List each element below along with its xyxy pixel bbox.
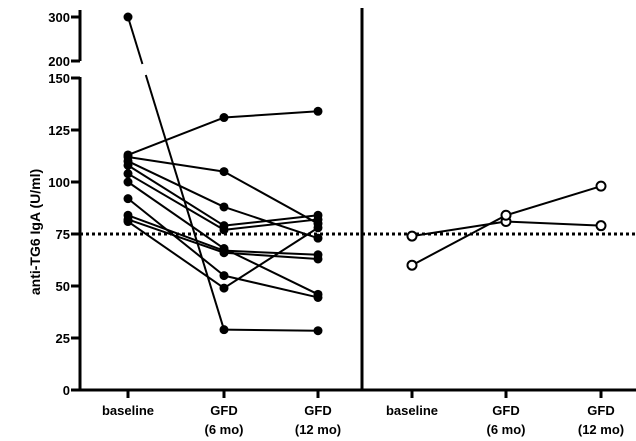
data-point — [123, 160, 133, 170]
data-point — [595, 220, 607, 232]
series-segment — [127, 181, 225, 250]
x-category-label: GFD — [587, 403, 614, 418]
data-point — [313, 326, 323, 336]
data-point — [313, 254, 323, 264]
data-point — [219, 325, 229, 335]
data-point — [313, 214, 323, 224]
y-axis-title: anti-TG6 IgA (U/ml) — [27, 169, 43, 295]
y-tick-label: 150 — [48, 71, 70, 86]
series-segment — [127, 116, 225, 156]
data-point — [313, 106, 323, 116]
y-tick-label: 25 — [56, 331, 70, 346]
y-tick-label: 100 — [48, 175, 70, 190]
series-segment — [127, 164, 225, 227]
series-segment — [223, 110, 319, 119]
series-segment — [127, 172, 225, 231]
series-segment — [223, 247, 319, 296]
data-point — [219, 271, 229, 281]
y-tick-label: 300 — [48, 10, 70, 25]
x-category-sublabel: (12 mo) — [295, 422, 341, 437]
y-axis: 0 25 50 75 100 125 150 200 300 — [48, 8, 636, 398]
x-category-label: baseline — [102, 403, 154, 418]
data-point — [500, 209, 512, 221]
x-category-sublabel: (6 mo) — [487, 422, 526, 437]
y-tick-label: 75 — [56, 227, 70, 242]
series-segment — [127, 220, 225, 289]
data-point — [219, 283, 229, 293]
data-point — [219, 248, 229, 258]
y-tick-label: 0 — [63, 383, 70, 398]
series-segment — [127, 160, 225, 208]
x-category-sublabel: (12 mo) — [578, 422, 624, 437]
x-category-label: GFD — [210, 403, 237, 418]
data-point — [219, 113, 229, 123]
data-point — [123, 12, 133, 22]
series-segment — [223, 170, 319, 225]
data-point — [123, 194, 133, 204]
series-lines — [127, 16, 602, 332]
series-segment — [127, 214, 225, 252]
series-segment — [223, 226, 319, 289]
x-axis-labels: baseline GFD (6 mo) GFD (12 mo) baseline GFD (6… — [102, 390, 624, 437]
data-point — [123, 169, 133, 179]
data-point — [406, 230, 418, 242]
series-markers — [123, 12, 607, 336]
x-category-label: GFD — [304, 403, 331, 418]
x-category-label: baseline — [386, 403, 438, 418]
series-segment — [223, 249, 319, 256]
data-point — [123, 217, 133, 227]
data-point — [219, 202, 229, 212]
data-point — [219, 167, 229, 177]
series-segment — [223, 214, 319, 227]
series-segment — [127, 218, 225, 254]
axis-break-gap — [140, 63, 149, 76]
series-segment — [411, 214, 507, 267]
y-tick-label: 200 — [48, 54, 70, 69]
series-segment — [505, 185, 602, 217]
x-category-sublabel: (6 mo) — [205, 422, 244, 437]
series-segment — [223, 328, 319, 332]
series-segment — [505, 220, 602, 227]
x-category-label: GFD — [492, 403, 519, 418]
data-point — [313, 233, 323, 243]
data-point — [123, 177, 133, 187]
y-tick-label: 50 — [56, 279, 70, 294]
data-point — [313, 292, 323, 302]
series-segment — [127, 156, 225, 173]
data-point — [406, 259, 418, 271]
data-point — [595, 180, 607, 192]
data-point — [219, 225, 229, 235]
y-tick-label: 125 — [48, 123, 70, 138]
series-segment — [223, 274, 319, 299]
series-segment — [223, 218, 319, 231]
series-segment — [223, 251, 319, 260]
data-point — [313, 223, 323, 233]
series-segment — [223, 206, 319, 240]
